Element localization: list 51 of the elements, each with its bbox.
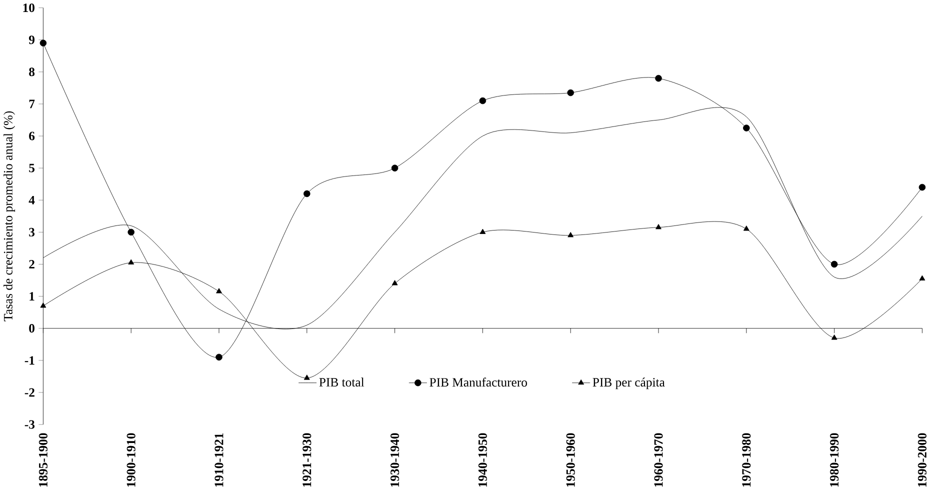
y-axis-title: Tasas de crecimiento promedio anual (%)	[4, 111, 16, 322]
x-tick-label: 1895-1900	[38, 433, 48, 487]
x-tick-label: 1940-1950	[478, 433, 487, 487]
y-tick-label: 0	[29, 324, 34, 333]
point	[40, 302, 46, 308]
x-tick-label: 1970-1980	[742, 433, 751, 487]
x-tick-label: 1950-1960	[566, 433, 575, 487]
point	[567, 89, 574, 96]
point	[480, 228, 486, 234]
y-tick-label: 9	[28, 35, 34, 44]
x-tick-label: 1980-1990	[830, 433, 839, 487]
y-tick-label: 5	[29, 164, 34, 172]
x-tick-label: 1960-1970	[654, 433, 663, 487]
point	[392, 280, 398, 286]
y-tick-label: 10	[23, 3, 34, 12]
point	[656, 224, 662, 230]
y-tick-label: -2	[24, 388, 34, 397]
legend-label: PIB per cápita	[592, 378, 665, 390]
x-tick-label: 1990-2000	[918, 433, 926, 487]
y-tick-label: 7	[29, 100, 35, 108]
legend-label: PIB total	[319, 378, 364, 386]
point	[918, 184, 926, 191]
legend-label: PIB Manufacturero	[430, 377, 527, 387]
x-tick-label: 1910-1921	[214, 433, 224, 487]
y-tick-label: 6	[29, 132, 35, 140]
point	[304, 190, 310, 197]
point	[128, 228, 134, 236]
point	[40, 40, 47, 46]
y-tick-label: 8	[29, 68, 35, 76]
y-tick-label: -3	[24, 420, 35, 429]
point	[391, 164, 398, 172]
point	[743, 225, 750, 231]
point	[304, 374, 310, 380]
point	[655, 74, 662, 82]
y-tick-label: -1	[24, 356, 34, 364]
y-tick-label: 1	[30, 292, 34, 300]
x-tick-label: 1921-1930	[302, 433, 312, 487]
x-tick-label: 1930-1940	[390, 433, 400, 487]
y-tick-label: 3	[29, 228, 35, 236]
point	[216, 354, 222, 360]
point	[830, 260, 838, 268]
point	[479, 97, 486, 104]
y-tick-label: 4	[28, 196, 35, 204]
y-tick-label: 2	[29, 260, 34, 268]
point	[743, 124, 750, 132]
point	[216, 288, 222, 294]
point	[128, 259, 134, 264]
point	[919, 275, 926, 280]
x-tick-label: 1900-1910	[126, 433, 136, 487]
point	[568, 232, 574, 238]
point	[831, 334, 838, 340]
